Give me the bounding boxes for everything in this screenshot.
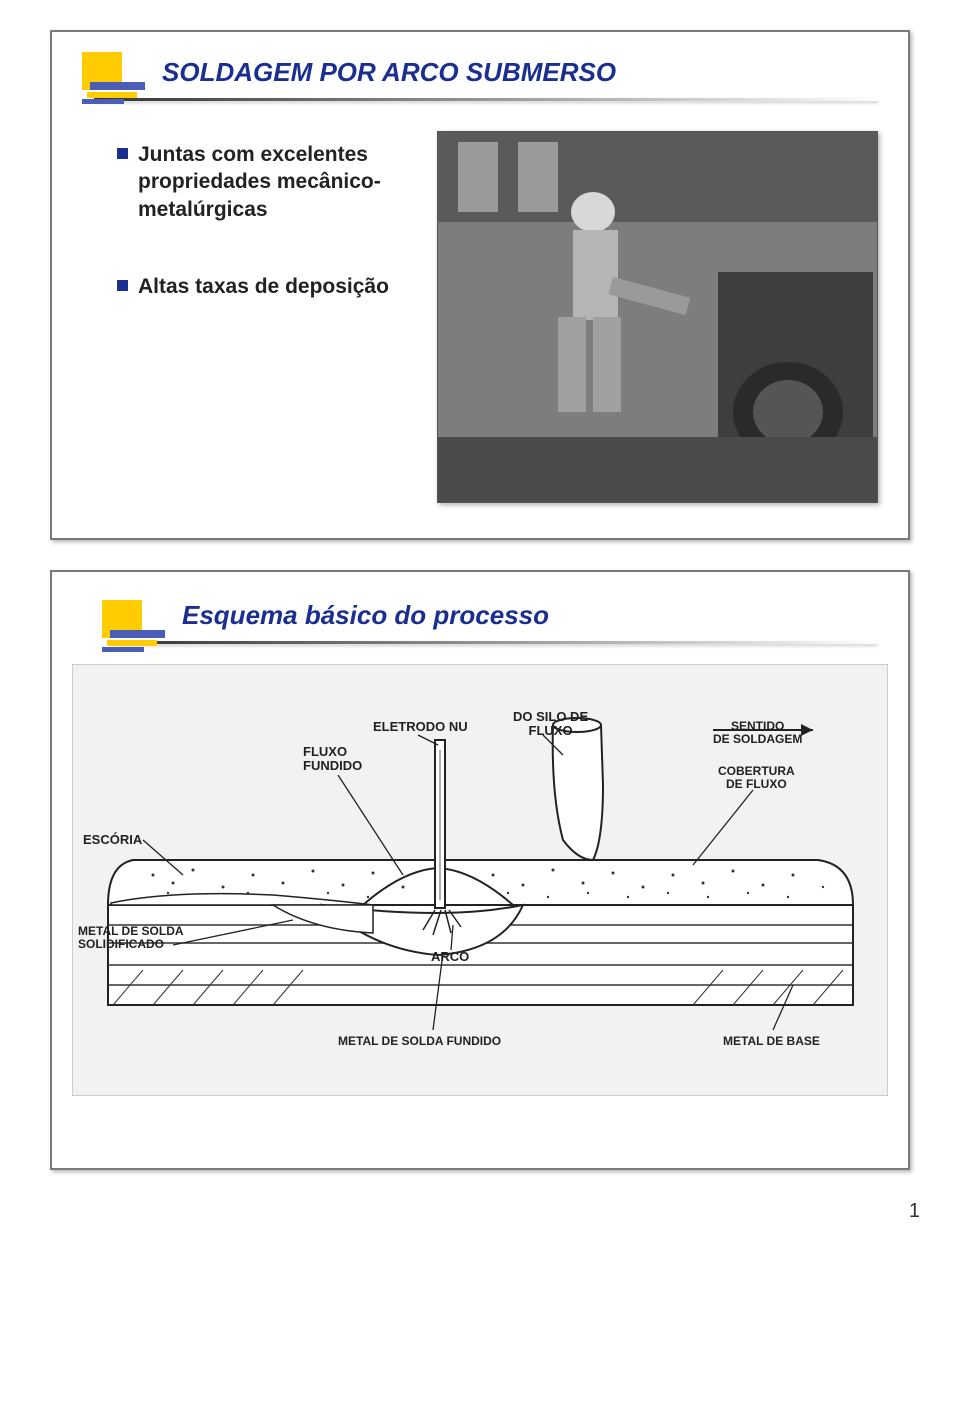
diagram-label: DO SILO DE FLUXO [513, 710, 588, 739]
page-number: 1 [0, 1200, 960, 1243]
bullet-text: Altas taxas de deposição [138, 273, 389, 300]
slide-title: Esquema básico do processo [52, 572, 908, 641]
decor-icon [82, 52, 152, 107]
list-item: Juntas com excelentes propriedades mecân… [117, 141, 437, 223]
photo-placeholder-svg [438, 132, 878, 502]
diagram-label: SENTIDO DE SOLDAGEM [713, 720, 802, 746]
process-diagram: ESCÓRIA FLUXO FUNDIDO ELETRODO NU DO SIL… [72, 664, 888, 1096]
diagram-label: FLUXO FUNDIDO [303, 745, 362, 774]
industrial-photo [437, 131, 878, 503]
slide-title: SOLDAGEM POR ARCO SUBMERSO [52, 32, 908, 98]
diagram-label: METAL DE BASE [723, 1035, 820, 1048]
decor-icon [102, 600, 172, 655]
slide-2: Esquema básico do processo [50, 570, 910, 1170]
diagram-label: ARCO [431, 950, 469, 964]
diagram-label: COBERTURA DE FLUXO [718, 765, 795, 791]
slide-body: Juntas com excelentes propriedades mecân… [52, 101, 908, 533]
bullet-column: Juntas com excelentes propriedades mecân… [117, 131, 437, 335]
bullet-icon [117, 280, 128, 291]
bullet-icon [117, 148, 128, 159]
title-underline [114, 641, 878, 644]
diagram-label: METAL DE SOLDA FUNDIDO [338, 1035, 501, 1048]
list-item: Altas taxas de deposição [117, 273, 437, 300]
diagram-label: METAL DE SOLDA SOLIDIFICADO [78, 925, 184, 951]
diagram-label: ELETRODO NU [373, 720, 468, 734]
diagram-label: ESCÓRIA [83, 833, 142, 847]
slide-1: SOLDAGEM POR ARCO SUBMERSO Juntas com ex… [50, 30, 910, 540]
bullet-text: Juntas com excelentes propriedades mecân… [138, 141, 437, 223]
